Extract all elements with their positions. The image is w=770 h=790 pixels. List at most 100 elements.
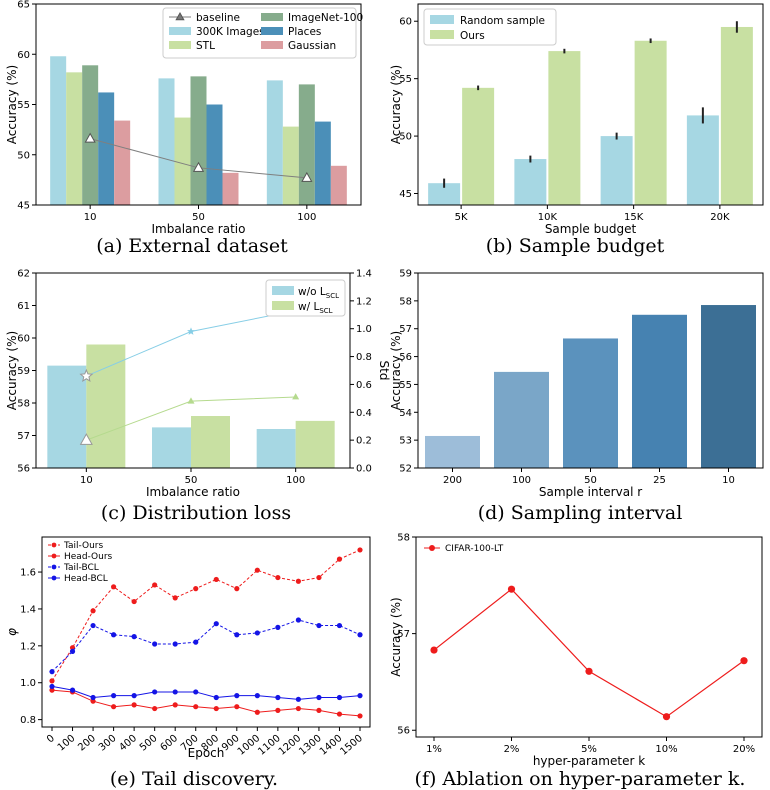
point-tail-ours — [213, 576, 219, 583]
legend-swatch — [272, 301, 294, 310]
x-tick-label: 600 — [158, 733, 180, 754]
y2-tick-label: 0.2 — [356, 436, 372, 447]
baseline-marker — [301, 171, 313, 182]
point-tail-ours — [357, 547, 363, 553]
point-head-bcl — [254, 693, 260, 699]
point-head-ours — [316, 707, 322, 713]
y-tick-label: 1.6 — [20, 568, 36, 579]
x-tick-label: 10 — [80, 475, 93, 486]
legend-swatch — [261, 41, 283, 49]
point-head-bcl — [295, 696, 301, 702]
x-tick-label: 20% — [733, 744, 755, 755]
legend-swatch — [272, 286, 294, 295]
chart-sampling-interval: 52 53 54 55 56 57 58 59 200 100 50 25 10 Sample inter… — [389, 269, 764, 499]
legend-label: Tail-BCL — [63, 563, 99, 573]
x-tick-label: 0 — [45, 733, 57, 746]
y-tick-label: 55 — [399, 380, 412, 391]
point-head-bcl — [69, 687, 76, 693]
x-tick-label: 5K — [455, 212, 468, 223]
chart-distribution-loss: 56 57 58 59 60 61 62 0.0 0.2 0.4 0.6 0.8 1.0 1.2 1.4 10… — [5, 269, 391, 500]
point-tail-ours — [336, 556, 343, 562]
point-head-bcl — [172, 689, 178, 695]
legend-label-subscript: SCL — [326, 292, 339, 300]
x-axis-label: Epoch — [188, 746, 225, 760]
bar-interval-50 — [563, 338, 618, 468]
legend-box — [423, 8, 557, 46]
line-tail-ours — [51, 549, 361, 682]
point-head-bcl — [336, 694, 343, 701]
point-head-bcl — [111, 693, 117, 699]
y-axis-label: Accuracy (%) — [5, 65, 19, 144]
bar-gaussian — [222, 172, 239, 205]
point-head-ours — [213, 705, 219, 712]
point-head-bcl — [193, 689, 199, 695]
bar-random-sample — [428, 183, 461, 205]
x-tick-label: 100 — [512, 475, 531, 486]
baseline-marker — [192, 161, 205, 172]
y-tick-label: 56 — [17, 464, 30, 475]
legend-label: Ours — [460, 30, 485, 42]
point-head-ours — [131, 702, 137, 708]
bar-interval-200 — [425, 435, 480, 468]
legend-swatch — [169, 41, 191, 49]
y-tick-label: 57 — [397, 629, 410, 640]
legend-swatch — [261, 13, 283, 21]
legend-label: baseline — [196, 12, 240, 24]
y-tick-label: 58 — [17, 399, 30, 410]
caption-b: (b) Sample budget — [486, 235, 665, 257]
legend-swatch — [169, 27, 191, 35]
y-tick-label: 59 — [399, 269, 412, 280]
y-tick-label: 50 — [399, 132, 412, 143]
legend-label: ImageNet-100 — [288, 12, 363, 24]
y-tick-label: 61 — [17, 301, 30, 312]
y2-tick-label: 1.2 — [356, 296, 372, 307]
x-tick-label: 500 — [138, 733, 160, 754]
x-tick-label: 1400 — [318, 733, 345, 758]
x-tick-label: 10K — [538, 212, 558, 223]
point-head-bcl — [357, 693, 363, 699]
point-head-ours — [111, 704, 117, 710]
std-marker — [292, 393, 300, 400]
plot-frame — [41, 536, 371, 728]
bar-ours — [634, 40, 667, 205]
point-cifar-100-lt — [430, 646, 438, 654]
point-tail-ours — [295, 578, 301, 584]
y-tick-label: 56 — [397, 726, 410, 737]
legend-label: 300K Images — [196, 26, 265, 38]
bar-without-lscl — [256, 429, 296, 468]
point-head-ours — [336, 711, 343, 717]
y-tick-label: 57 — [17, 431, 30, 442]
bar-stl — [174, 117, 191, 205]
y-tick-label: 45 — [399, 189, 412, 200]
legend-marker — [51, 542, 57, 548]
point-tail-bcl — [316, 622, 322, 629]
std-marker — [79, 368, 94, 382]
bar-random-sample — [514, 159, 547, 205]
legend-label: STL — [196, 40, 215, 52]
legend-marker — [51, 553, 57, 559]
legend-label: Head-BCL — [64, 574, 108, 584]
std-marker — [187, 327, 195, 335]
x-tick-label: 5% — [581, 744, 597, 755]
bar-with-lscl — [191, 416, 230, 468]
legend-label: w/o LSCL — [298, 286, 339, 300]
x-axis-label: Sample interval r — [539, 485, 642, 499]
y-tick-label: 52 — [399, 464, 412, 475]
legend-marker — [51, 575, 57, 581]
bar-with-lscl — [86, 344, 126, 468]
point-tail-bcl — [295, 617, 301, 623]
x-axis-label: hyper-parameter k — [533, 754, 645, 768]
point-tail-ours — [316, 574, 322, 581]
point-tail-ours — [254, 567, 260, 573]
point-cifar-100-lt — [507, 585, 516, 593]
y2-tick-label: 0.8 — [356, 352, 372, 363]
y-tick-label: 55 — [17, 100, 30, 111]
line-head-bcl — [51, 685, 361, 700]
bar-imagenet-100 — [298, 84, 315, 205]
x-tick-label: 1300 — [297, 733, 324, 758]
legend-label-main: w/o L — [298, 286, 326, 298]
y-axis-label: φ — [5, 628, 19, 636]
caption-a: (a) External dataset — [96, 235, 288, 257]
point-head-ours — [295, 705, 301, 712]
